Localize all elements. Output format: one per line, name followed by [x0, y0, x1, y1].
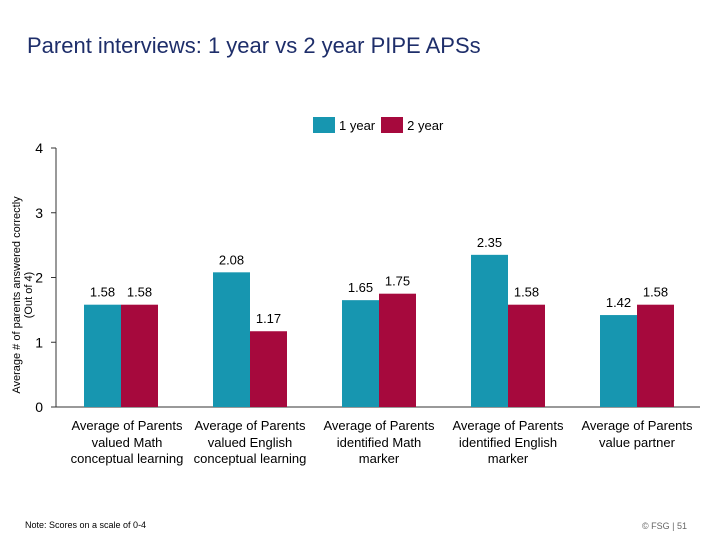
legend-swatch-1-year	[313, 117, 335, 133]
page-title: Parent interviews: 1 year vs 2 year PIPE…	[27, 33, 481, 58]
data-label-1-year-cat1: 1.58	[90, 285, 115, 300]
legend-item-2-year: 2 year	[381, 117, 443, 133]
data-label-2-year-cat2: 1.17	[256, 311, 281, 326]
bar-2-year-cat1	[121, 304, 158, 407]
bar-2-year-cat5	[637, 304, 674, 407]
data-label-2-year-cat4: 1.58	[514, 285, 539, 300]
page-footer: © FSG | 51	[642, 521, 687, 531]
chart-legend: 1 year 2 year	[313, 117, 449, 133]
y-tick-label-2: 2	[35, 270, 43, 286]
bar-1-year-cat2	[213, 272, 250, 407]
bar-2-year-cat4	[508, 304, 545, 407]
data-label-1-year-cat2: 2.08	[219, 252, 244, 267]
footnote: Note: Scores on a scale of 0-4	[25, 520, 147, 530]
legend-label-2-year: 2 year	[407, 117, 444, 133]
data-label-2-year-cat1: 1.58	[127, 285, 152, 300]
data-label-2-year-cat5: 1.58	[643, 285, 668, 300]
bar-1-year-cat1	[84, 304, 121, 407]
category-label-4: Average of Parents identified English ma…	[452, 418, 564, 466]
category-label-1: Average of Parents valued Math conceptua…	[70, 418, 184, 466]
bar-2-year-cat2	[250, 331, 287, 407]
legend-label-1-year: 1 year	[339, 117, 376, 133]
bar-2-year-cat3	[379, 293, 416, 407]
category-label-5: Average of Parents value partner	[581, 418, 693, 450]
data-label-1-year-cat3: 1.65	[348, 280, 373, 295]
legend-item-1-year: 1 year	[313, 117, 375, 133]
category-label-3: Average of Parents identified Math marke…	[323, 418, 435, 466]
bar-1-year-cat3	[342, 300, 379, 407]
data-label-1-year-cat4: 2.35	[477, 235, 502, 250]
bar-1-year-cat5	[600, 315, 637, 407]
y-tick-label-4: 4	[35, 140, 43, 156]
data-label-2-year-cat3: 1.75	[385, 274, 410, 289]
y-tick-label-0: 0	[35, 399, 43, 415]
y-tick-label-1: 1	[35, 334, 43, 350]
data-label-1-year-cat5: 1.42	[606, 295, 631, 310]
bar-1-year-cat4	[471, 254, 508, 407]
legend-swatch-2-year	[381, 117, 404, 133]
y-tick-label-3: 3	[35, 205, 43, 221]
category-label-2: Average of Parents valued English concep…	[193, 418, 307, 466]
